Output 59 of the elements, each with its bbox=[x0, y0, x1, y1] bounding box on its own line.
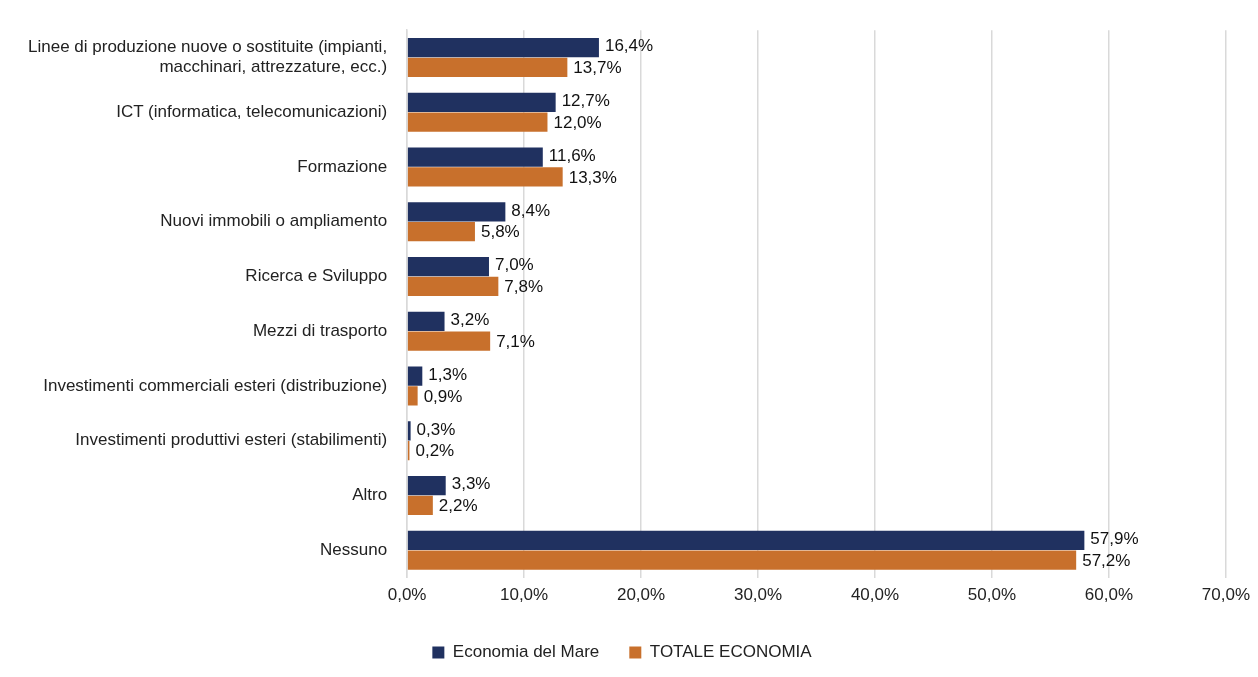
bar bbox=[407, 112, 548, 132]
data-label: 3,2% bbox=[450, 310, 490, 330]
legend-label: Economia del Mare bbox=[452, 642, 600, 662]
x-tick-label: 10,0% bbox=[499, 585, 549, 605]
data-label: 0,9% bbox=[423, 386, 463, 406]
bar bbox=[407, 257, 489, 277]
bar bbox=[407, 202, 506, 222]
data-label: 7,1% bbox=[496, 331, 535, 351]
y-tick-label: Investimenti commerciali esteri (distribuzione) bbox=[43, 375, 388, 395]
data-label: 13,3% bbox=[568, 167, 617, 187]
x-tick-label: 0,0% bbox=[387, 585, 427, 605]
bar bbox=[407, 167, 563, 187]
bar bbox=[407, 57, 568, 78]
y-tick-label: Nuovi immobili o ampliamento bbox=[160, 211, 388, 231]
bar bbox=[407, 311, 445, 332]
data-label: 3,3% bbox=[451, 474, 491, 494]
data-label: 11,6% bbox=[548, 145, 596, 165]
legend-label: TOTALE ECONOMIA bbox=[649, 642, 813, 662]
y-tick-label: ICT (informatica, telecomunicazioni) bbox=[116, 102, 388, 121]
x-tick-label: 40,0% bbox=[850, 585, 900, 605]
data-label: 16,4% bbox=[604, 36, 654, 56]
bar bbox=[407, 550, 1077, 570]
bar bbox=[407, 366, 423, 386]
data-label: 57,2% bbox=[1082, 550, 1131, 570]
bar bbox=[407, 147, 543, 167]
y-tick-label: Nessuno bbox=[320, 539, 388, 559]
data-label: 1,3% bbox=[428, 364, 468, 384]
x-tick-label: 70,0% bbox=[1201, 585, 1250, 605]
y-tick-label: Investimenti produttivi esteri (stabilimenti) bbox=[75, 430, 388, 450]
y-tick-label: Ricerca e Sviluppo bbox=[245, 266, 388, 286]
data-label: 0,3% bbox=[416, 419, 456, 439]
data-label: 13,7% bbox=[573, 58, 622, 78]
data-label: 7,0% bbox=[494, 255, 534, 275]
data-label: 57,9% bbox=[1090, 529, 1139, 549]
data-label: 0,2% bbox=[415, 441, 455, 461]
data-label: 2,2% bbox=[438, 496, 478, 516]
bar bbox=[407, 421, 411, 441]
data-label: 7,8% bbox=[504, 277, 544, 297]
bar bbox=[407, 276, 499, 297]
bar bbox=[407, 221, 475, 242]
data-label: 12,7% bbox=[561, 91, 610, 111]
bar bbox=[407, 495, 433, 515]
bar bbox=[407, 530, 1085, 551]
y-tick-label: Linee di produzione nuove o sostituite (impianti, macchinari, attrezzature, ecc.) bbox=[28, 37, 388, 77]
bar bbox=[407, 386, 418, 406]
y-tick-label: Altro bbox=[352, 485, 388, 505]
bar bbox=[407, 38, 599, 58]
y-tick-label: Mezzi di trasporto bbox=[252, 320, 388, 340]
data-label: 8,4% bbox=[511, 200, 551, 220]
bar bbox=[407, 92, 556, 113]
x-tick-label: 50,0% bbox=[967, 585, 1017, 605]
bar bbox=[407, 475, 446, 496]
bar bbox=[407, 331, 491, 351]
data-label: 5,8% bbox=[480, 222, 520, 242]
x-tick-label: 20,0% bbox=[616, 585, 666, 605]
x-tick-label: 60,0% bbox=[1084, 585, 1134, 605]
x-tick-label: 30,0% bbox=[733, 585, 783, 605]
data-label: 12,0% bbox=[553, 112, 602, 132]
y-tick-label: Formazione bbox=[297, 156, 388, 176]
